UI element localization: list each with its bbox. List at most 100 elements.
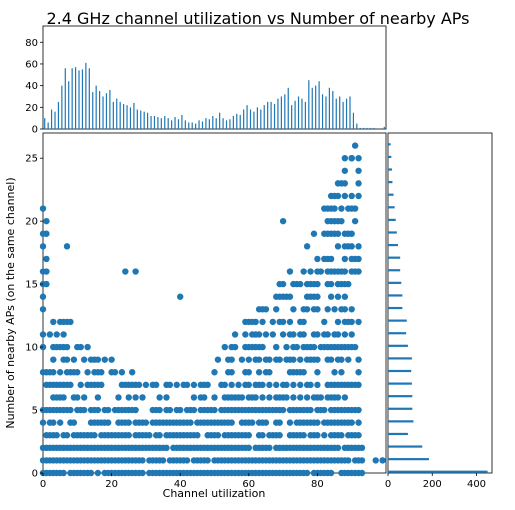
scatter-point (214, 432, 222, 439)
scatter-point (266, 444, 273, 452)
scatter-point (345, 356, 352, 363)
top-hist-bar (270, 101, 272, 129)
scatter-point (128, 369, 136, 376)
scatter-point (314, 293, 321, 300)
right-hist-bar (388, 407, 413, 410)
scatter-point (355, 318, 362, 326)
top-hist-bar (64, 68, 66, 129)
scatter-point (74, 369, 81, 376)
scatter-point (355, 154, 362, 162)
scatter-point (286, 419, 294, 426)
scatter-point (190, 394, 198, 401)
scatter-point (334, 331, 342, 338)
scatter-point (43, 280, 50, 288)
scatter-point (118, 369, 126, 376)
top-hist-bar (212, 115, 214, 129)
scatter-point (262, 306, 270, 313)
top-hist-bar (369, 127, 372, 129)
right-hist-bar (388, 294, 403, 297)
scatter-point (348, 192, 355, 200)
scatter-point (108, 356, 115, 363)
scatter-point (348, 318, 355, 326)
top-hist-bar (112, 101, 114, 129)
scatter-point (77, 343, 84, 351)
scatter-point (290, 306, 297, 313)
top-hist-y-tick-label: 40 (25, 81, 38, 92)
scatter-point (142, 381, 150, 389)
scatter-point (53, 432, 60, 439)
top-hist-bar (243, 109, 245, 129)
scatter-point (63, 343, 71, 351)
right-hist-bar (388, 218, 396, 221)
top-hist-bar (366, 127, 368, 129)
scatter-point (211, 369, 218, 376)
top-hist-bar (74, 67, 77, 129)
scatter-point (303, 394, 311, 401)
scatter-plot: 0 20 40 60 80 0 5 10 15 20 25 Channel utilization… (4, 132, 387, 500)
right-hist-bar (388, 382, 412, 385)
scatter-point (46, 331, 54, 338)
scatter-point (190, 381, 198, 389)
top-hist-bar (102, 96, 104, 129)
scatter-point (238, 356, 246, 363)
top-hist-bar (98, 91, 101, 129)
scatter-point (348, 331, 355, 338)
scatter-point (91, 432, 98, 439)
scatter-point (327, 255, 335, 263)
scatter-point (279, 406, 287, 414)
scatter-point (125, 419, 132, 426)
scatter-point (341, 167, 349, 174)
scatter-point (372, 457, 379, 464)
right-hist-bar (388, 432, 408, 436)
scatter-point (269, 331, 277, 338)
top-hist-bar (85, 62, 87, 129)
top-hist-bar (205, 118, 207, 129)
top-hist-bar (297, 96, 300, 129)
scatter-point (255, 356, 263, 363)
scatter-point (156, 432, 163, 439)
scatter-point (259, 394, 266, 401)
scatter-point (307, 381, 314, 389)
scatter-point (43, 268, 50, 275)
x-tick-label: 60 (242, 479, 255, 490)
right-hist-bar (388, 281, 402, 284)
right-histogram: 0 200 400 (385, 132, 493, 490)
scatter-point (269, 318, 277, 326)
scatter-point (249, 419, 256, 426)
x-tick-label: 0 (40, 479, 46, 490)
top-hist-bar (160, 118, 162, 129)
scatter-point (101, 356, 108, 363)
scatter-point (286, 318, 294, 326)
scatter-point (63, 356, 71, 363)
scatter-point (303, 243, 311, 250)
top-hist-bar (198, 120, 200, 129)
top-hist-bar (119, 101, 121, 129)
scatter-point (321, 318, 328, 326)
scatter-point (334, 444, 342, 452)
scatter-point (245, 356, 252, 363)
scatter-point (314, 369, 321, 376)
top-hist-bar (373, 127, 375, 129)
top-hist-bar (301, 98, 303, 129)
top-hist-bar (294, 100, 296, 129)
scatter-point (84, 343, 91, 351)
scatter-point (321, 432, 328, 439)
scatter-point (43, 255, 50, 263)
scatter-point (204, 457, 211, 464)
scatter-point (245, 369, 252, 376)
top-hist-bar (273, 104, 276, 129)
scatter-point (331, 306, 338, 313)
scatter-point (341, 306, 349, 313)
scatter-point (341, 394, 349, 401)
y-tick-label: 20 (25, 217, 38, 228)
right-hist-bar (388, 306, 403, 310)
top-hist-bar (116, 98, 118, 129)
top-hist-bar (133, 102, 135, 129)
scatter-point (122, 268, 129, 275)
scatter-point (211, 406, 218, 414)
top-hist-bar (92, 92, 94, 129)
scatter-point (228, 369, 235, 376)
scatter-point (242, 331, 249, 338)
scatter-point (314, 419, 321, 426)
scatter-point (355, 268, 362, 275)
